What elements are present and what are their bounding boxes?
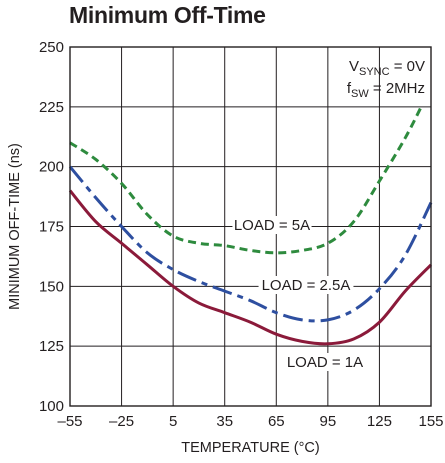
condition-fsw: fSW = 2MHz: [347, 80, 425, 100]
chart-title: Minimum Off-Time: [69, 2, 266, 28]
series-label-bg: [285, 353, 365, 371]
y-tick-label: 225: [39, 99, 64, 116]
y-tick-label: 150: [39, 278, 64, 295]
y-tick-label: 200: [39, 159, 64, 176]
series-line-3: [68, 189, 433, 346]
x-tick-label: 155: [418, 413, 443, 430]
y-tick-label: 175: [39, 219, 64, 236]
y-tick-label: 250: [39, 39, 64, 56]
x-tick-label: 5: [169, 413, 177, 430]
x-tick-label: 125: [367, 413, 392, 430]
series-line-2: [68, 165, 433, 323]
y-tick-label: 125: [39, 338, 64, 355]
condition-vsync: VSYNC = 0V: [349, 58, 425, 78]
series-label-bg: [232, 216, 312, 234]
series-label: LOAD = 1A: [287, 354, 363, 371]
x-tick-label: –55: [57, 413, 82, 430]
series-layer: [68, 103, 433, 346]
y-axis-label: MINIMUM OFF-TIME (ns): [7, 143, 23, 310]
x-tick-label: 65: [268, 413, 285, 430]
tick-labels: –55 –25 5 35 65 95 125 155 100 125 150 175 200 225 250: [39, 39, 444, 430]
series-labels: LOAD = 5A LOAD = 2.5A LOAD = 1A: [232, 216, 365, 371]
x-tick-label: 95: [320, 413, 337, 430]
series-label: LOAD = 2.5A: [262, 277, 351, 294]
plot-frame: [69, 46, 432, 407]
y-tick-label: 100: [39, 398, 64, 415]
x-tick-label: 35: [216, 413, 233, 430]
x-tick-label: –25: [109, 413, 134, 430]
x-axis-label: TEMPERATURE (°C): [181, 440, 319, 456]
series-label: LOAD = 5A: [234, 217, 310, 234]
series-label-bg: [258, 276, 354, 294]
series-line-1: [69, 103, 424, 255]
